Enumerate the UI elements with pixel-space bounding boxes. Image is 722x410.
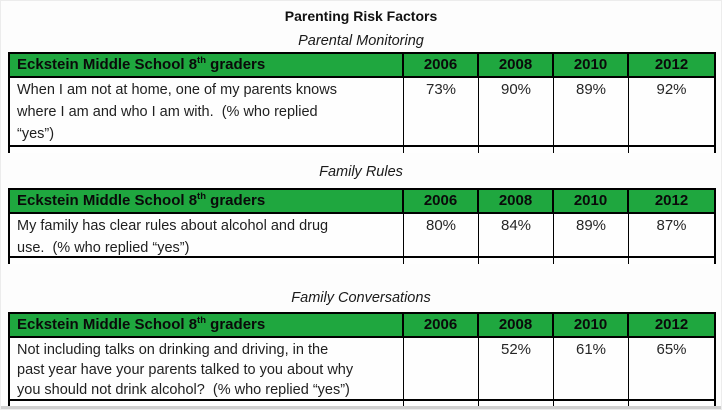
header-year-2008: 2008: [479, 190, 554, 212]
table-edge-stubs: [10, 258, 714, 264]
table-header-row: Eckstein Middle School 8th graders 2006 …: [10, 54, 714, 78]
school-name-superscript: th: [197, 191, 207, 202]
header-year-2010: 2010: [554, 314, 629, 336]
value-cell-2008: 84%: [479, 214, 554, 256]
table-family-conversations: Eckstein Middle School 8th graders 2006 …: [8, 312, 716, 407]
header-year-2006: 2006: [404, 190, 479, 212]
value-cell-2008: 90%: [479, 78, 554, 145]
value-cell-2010: 89%: [554, 214, 629, 256]
value-cell-2010: 61%: [554, 338, 629, 399]
header-year-2012: 2012: [654, 56, 689, 73]
question-cell: When I am not at home, one of my parents…: [10, 78, 404, 145]
value-cell-2012: 92%: [656, 81, 687, 98]
section-subtitle-family-rules: Family Rules: [319, 164, 403, 180]
header-year-2008: 2008: [479, 314, 554, 336]
header-year-2006: 2006: [404, 314, 479, 336]
section-subtitle-parental-monitoring: Parental Monitoring: [298, 33, 424, 49]
header-school-cell: Eckstein Middle School 8th graders: [10, 54, 404, 76]
school-name-suffix: graders: [206, 192, 266, 209]
table-edge-stubs: [10, 401, 714, 407]
header-school-cell: Eckstein Middle School 8th graders: [10, 190, 404, 212]
header-year-2012: 2012: [654, 316, 689, 333]
table-data-row: When I am not at home, one of my parents…: [10, 78, 714, 147]
value-cell-2012: 65%: [656, 341, 687, 358]
school-name-suffix: graders: [206, 56, 266, 73]
value-cell-2008: 52%: [479, 338, 554, 399]
header-year-2010: 2010: [554, 190, 629, 212]
question-cell: My family has clear rules about alcohol …: [10, 214, 404, 256]
table-edge-stubs: [10, 147, 714, 153]
value-cell-2006: 80%: [404, 214, 479, 256]
value-cell-2012: 87%: [656, 217, 687, 234]
header-year-2010: 2010: [554, 54, 629, 76]
header-year-2012: 2012: [654, 192, 689, 209]
table-header-row: Eckstein Middle School 8th graders 2006 …: [10, 314, 714, 338]
table-family-rules: Eckstein Middle School 8th graders 2006 …: [8, 188, 716, 264]
school-name-suffix: graders: [206, 316, 266, 333]
header-school-cell: Eckstein Middle School 8th graders: [10, 314, 404, 336]
school-name-superscript: th: [197, 315, 207, 326]
school-name: Eckstein Middle School 8: [17, 316, 198, 333]
table-data-row: My family has clear rules about alcohol …: [10, 214, 714, 258]
value-cell-2010: 89%: [554, 78, 629, 145]
question-cell: Not including talks on drinking and driv…: [10, 338, 404, 399]
school-name-superscript: th: [197, 55, 207, 66]
school-name: Eckstein Middle School 8: [17, 192, 198, 209]
table-parental-monitoring: Eckstein Middle School 8th graders 2006 …: [8, 52, 716, 153]
value-cell-2006: 73%: [404, 78, 479, 145]
section-subtitle-family-conversations: Family Conversations: [291, 290, 431, 306]
value-cell-2006: [404, 338, 479, 399]
header-year-2008: 2008: [479, 54, 554, 76]
header-year-2006: 2006: [404, 54, 479, 76]
table-header-row: Eckstein Middle School 8th graders 2006 …: [10, 190, 714, 214]
page-title: Parenting Risk Factors: [284, 8, 438, 24]
table-data-row: Not including talks on drinking and driv…: [10, 338, 714, 401]
school-name: Eckstein Middle School 8: [17, 56, 198, 73]
